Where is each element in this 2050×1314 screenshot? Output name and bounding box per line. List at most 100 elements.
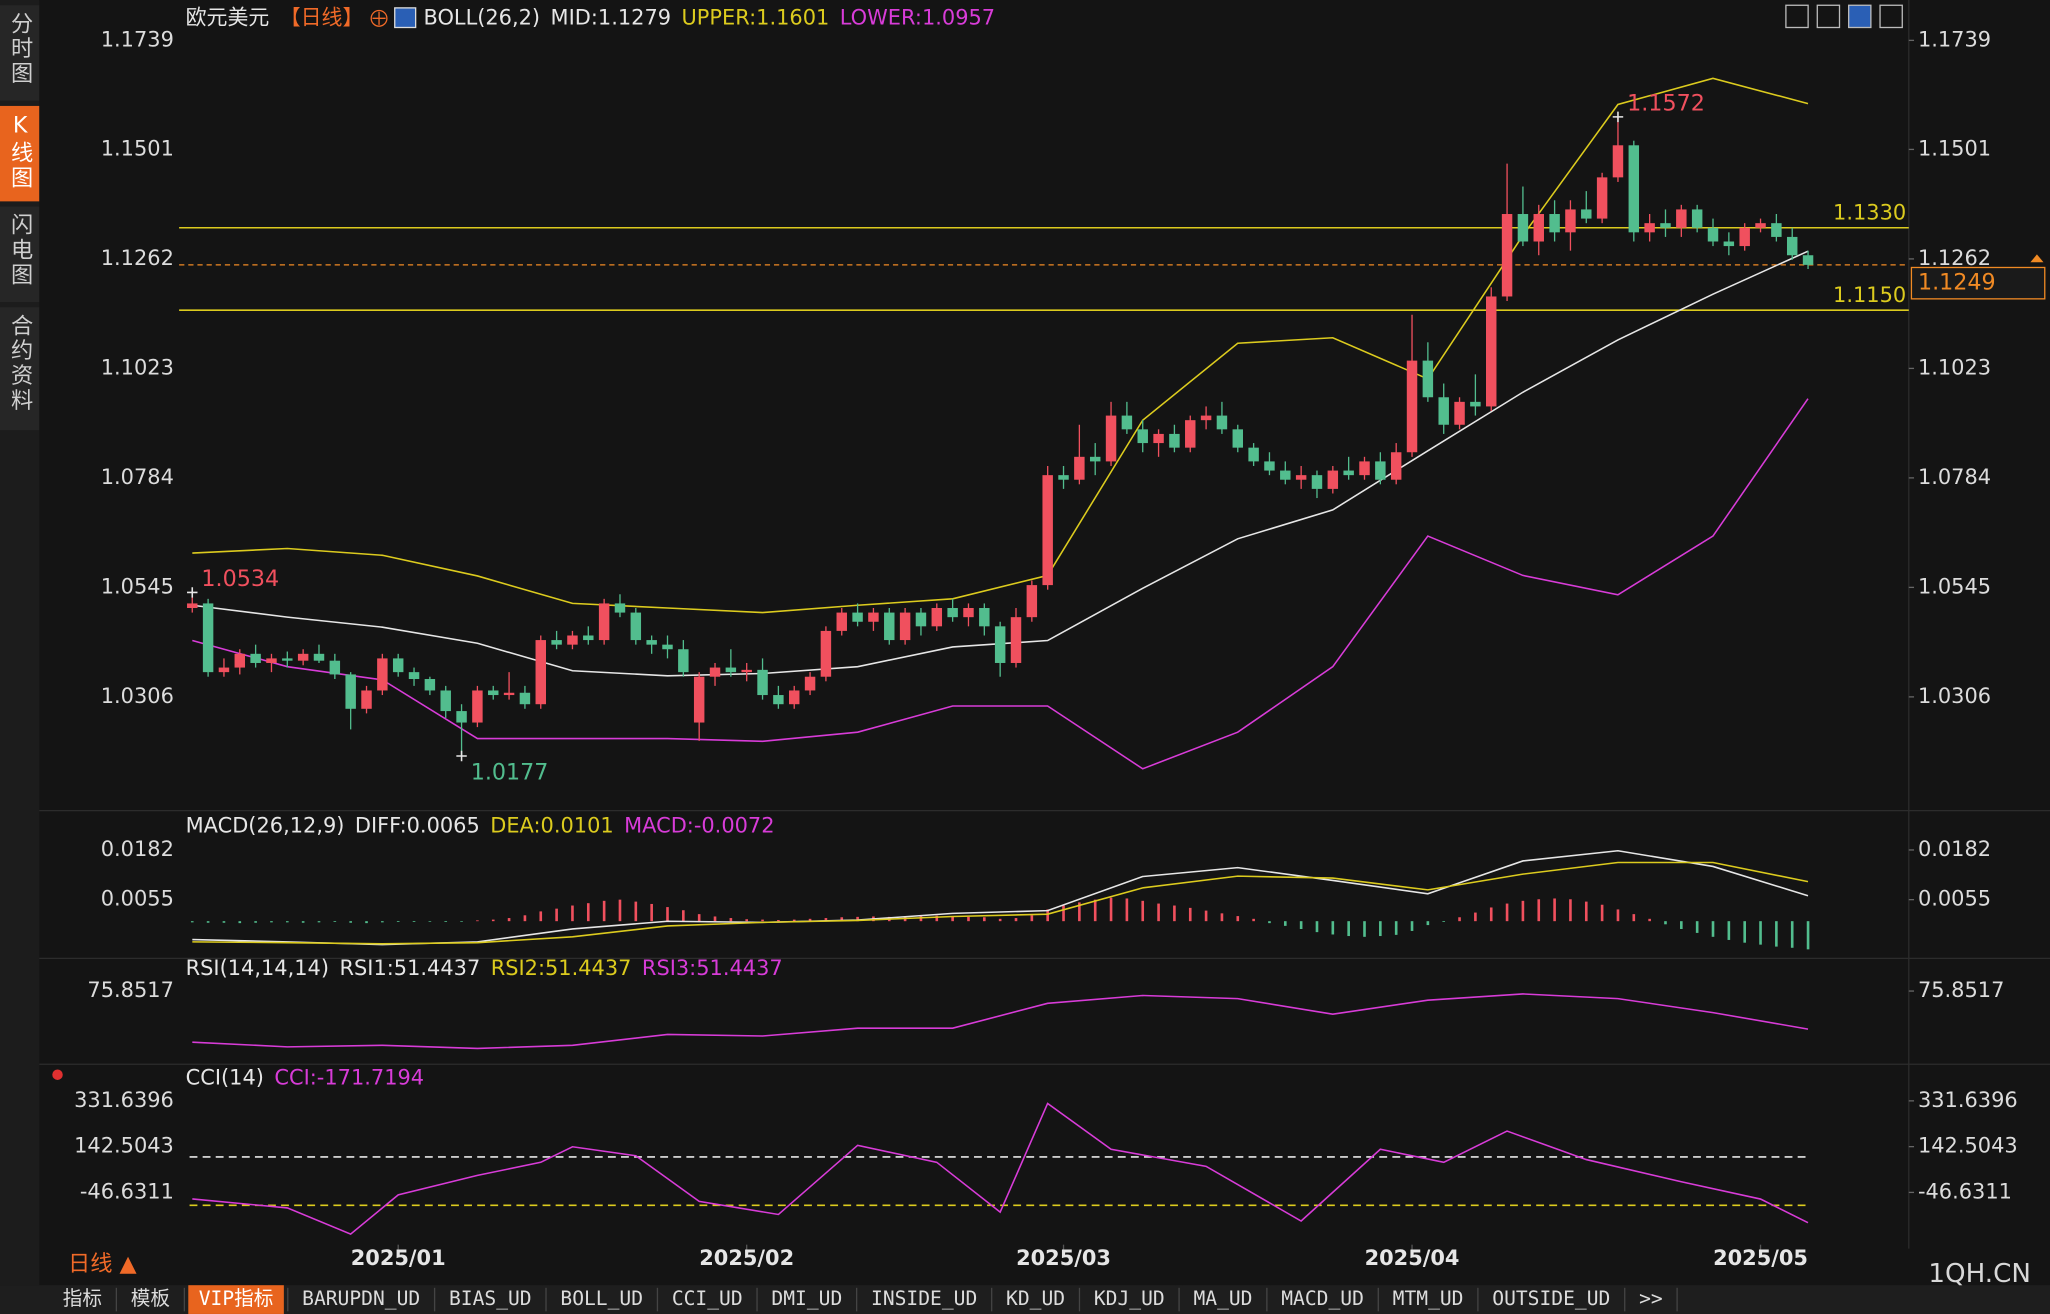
y-tick-label: -46.6311 xyxy=(80,1179,174,1203)
bottom-tab-label[interactable]: MTM_UD xyxy=(1393,1287,1464,1310)
candle-body xyxy=(931,608,943,627)
y-tick-label: 1.0784 xyxy=(101,465,174,489)
indicator-line xyxy=(192,1102,1809,1235)
bottom-tab-label[interactable]: VIP指标 xyxy=(199,1287,274,1310)
side-tab[interactable] xyxy=(0,307,40,431)
macd-bar xyxy=(428,921,432,922)
bottom-tab[interactable] xyxy=(291,1285,431,1314)
icon[interactable] xyxy=(1785,4,1809,29)
macd-bar xyxy=(444,921,448,922)
extreme-marker xyxy=(456,750,467,762)
candle-body xyxy=(1454,401,1465,425)
candle-body xyxy=(472,690,483,723)
candle-body xyxy=(1549,214,1560,233)
macd-bar xyxy=(1347,921,1350,937)
period-label[interactable]: 日线 ▲ xyxy=(68,1251,138,1277)
bottom-tab[interactable] xyxy=(438,1285,543,1314)
macd-bar xyxy=(1442,921,1446,922)
bottom-tab[interactable] xyxy=(1481,1285,1621,1314)
candle-body xyxy=(440,690,451,712)
last-price-label: 1.1249 xyxy=(1918,270,1996,296)
candle-body xyxy=(1280,470,1291,480)
bottom-tab-label[interactable]: 模板 xyxy=(131,1287,170,1310)
bottom-tab-label[interactable]: MACD_UD xyxy=(1281,1287,1364,1310)
candle-body xyxy=(218,667,230,673)
candle-body xyxy=(1200,415,1212,421)
candle-body xyxy=(1153,433,1164,444)
macd-bar xyxy=(1474,912,1477,922)
macd-bar xyxy=(1648,918,1651,922)
bottom-tab[interactable] xyxy=(661,1285,754,1314)
macd-bar xyxy=(1711,921,1715,937)
bottom-tab[interactable] xyxy=(549,1285,654,1314)
side-tab[interactable] xyxy=(0,5,40,101)
bottom-tab[interactable] xyxy=(760,1285,853,1314)
macd-bar xyxy=(1093,899,1097,922)
macd-bar xyxy=(270,921,273,923)
bottom-tab-label[interactable]: KDJ_UD xyxy=(1094,1287,1165,1310)
bottom-tab-label[interactable]: CCI_UD xyxy=(672,1287,743,1310)
macd-bar xyxy=(1410,921,1414,931)
y-tick-label: 331.6396 xyxy=(74,1088,174,1112)
bottom-tab[interactable] xyxy=(995,1285,1076,1314)
icon[interactable] xyxy=(1816,4,1841,29)
macd-bar xyxy=(460,921,463,922)
side-tab[interactable] xyxy=(0,206,40,303)
bottom-tab[interactable] xyxy=(860,1285,988,1314)
bottom-tab-label[interactable]: BOLL_UD xyxy=(560,1287,643,1310)
macd-bar xyxy=(729,918,733,922)
macd-bar xyxy=(777,919,780,922)
icon[interactable] xyxy=(1848,4,1872,29)
candle-body xyxy=(1565,209,1576,233)
bottom-tab-label[interactable]: BIAS_UD xyxy=(449,1287,532,1310)
side-tab-label[interactable]: 闪电图 xyxy=(7,213,33,288)
add-icon-plus[interactable] xyxy=(372,11,386,25)
toolbar-icons[interactable] xyxy=(1785,4,1903,29)
candle-body xyxy=(250,653,261,663)
bottom-tab-label[interactable]: >> xyxy=(1639,1287,1663,1310)
macd-bar xyxy=(206,921,210,923)
add-icon[interactable] xyxy=(370,9,388,27)
candle-body xyxy=(1121,415,1133,430)
indicator-icon[interactable] xyxy=(394,7,417,29)
side-tab[interactable] xyxy=(0,105,40,202)
side-tab-label[interactable]: 合约资料 xyxy=(7,313,33,413)
bottom-tab-label[interactable]: DMI_UD xyxy=(771,1287,842,1310)
candle-body xyxy=(1644,223,1655,233)
panel-header: MACD(26,12,9) xyxy=(186,813,345,837)
x-tick-label: 2025/04 xyxy=(1365,1246,1460,1270)
bottom-tab[interactable] xyxy=(1628,1285,1674,1314)
candle-body xyxy=(567,635,578,645)
indicator-icon[interactable] xyxy=(52,1069,63,1080)
candle-body xyxy=(788,690,800,705)
side-tab-label[interactable]: 分时图 xyxy=(7,11,33,86)
candle-body xyxy=(1628,145,1640,233)
bottom-tab-label[interactable]: INSIDE_UD xyxy=(871,1287,977,1310)
bottom-tab[interactable] xyxy=(1083,1285,1176,1314)
bottom-tab-label[interactable]: OUTSIDE_UD xyxy=(1492,1287,1610,1310)
bottom-tab-label[interactable]: MA_UD xyxy=(1193,1287,1252,1310)
bottom-tab[interactable] xyxy=(52,1285,113,1314)
icon[interactable] xyxy=(1879,4,1903,29)
bottom-tab[interactable] xyxy=(188,1285,284,1314)
bottom-tab[interactable] xyxy=(120,1285,181,1314)
candle-body xyxy=(1264,461,1275,471)
bottom-tab[interactable] xyxy=(1270,1285,1375,1314)
candle-body xyxy=(630,612,642,641)
bottom-tab-label[interactable]: 指标 xyxy=(63,1287,102,1310)
bottom-tab[interactable] xyxy=(1182,1285,1263,1314)
candle-body xyxy=(852,612,863,622)
candle-body xyxy=(519,692,531,705)
y-tick-label: 0.0182 xyxy=(101,837,174,861)
extreme-label: 1.0177 xyxy=(471,759,549,785)
macd-bar xyxy=(1283,921,1287,926)
candle-body xyxy=(1786,236,1798,256)
macd-bar xyxy=(586,903,590,922)
bottom-tab[interactable] xyxy=(1382,1285,1474,1314)
bottom-tab-label[interactable]: BARUPDN_UD xyxy=(302,1287,420,1310)
side-tab-label[interactable]: K线图 xyxy=(7,112,33,190)
bottom-tab-label[interactable]: KD_UD xyxy=(1006,1287,1065,1310)
y-tick-label-right: 1.1023 xyxy=(1918,355,1991,379)
panel-header: UPPER:1.1601 xyxy=(682,5,830,29)
